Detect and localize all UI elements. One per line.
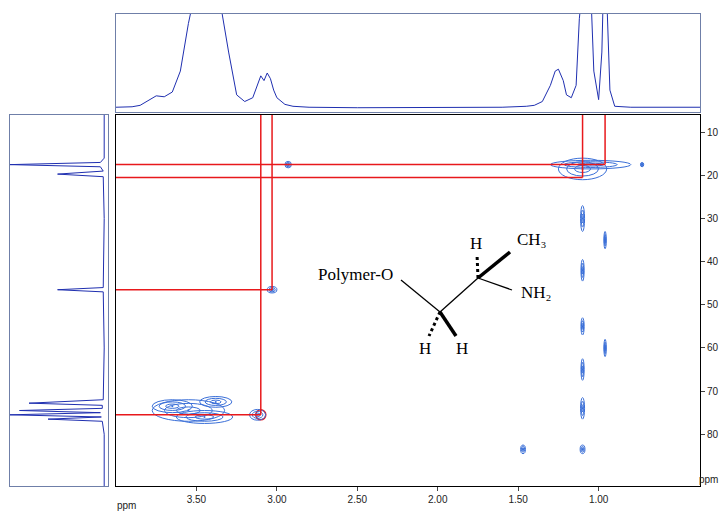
svg-text:3.00: 3.00 — [267, 494, 287, 505]
svg-text:2.00: 2.00 — [428, 494, 448, 505]
svg-text:Polymer-O: Polymer-O — [318, 265, 393, 284]
svg-text:2.50: 2.50 — [348, 494, 368, 505]
svg-text:30: 30 — [707, 213, 719, 224]
svg-text:70: 70 — [707, 386, 719, 397]
svg-text:H: H — [419, 339, 431, 358]
svg-text:ppm: ppm — [117, 500, 136, 511]
svg-text:1.00: 1.00 — [589, 494, 609, 505]
svg-text:H: H — [456, 339, 468, 358]
svg-text:3.50: 3.50 — [187, 494, 207, 505]
svg-text:60: 60 — [707, 342, 719, 353]
svg-text:80: 80 — [707, 429, 719, 440]
svg-text:NH₂: NH₂ — [521, 283, 551, 302]
svg-text:50: 50 — [707, 299, 719, 310]
svg-text:H: H — [470, 234, 482, 253]
svg-text:CH₃: CH₃ — [517, 230, 547, 249]
svg-text:ppm: ppm — [699, 474, 718, 485]
svg-text:20: 20 — [707, 170, 719, 181]
svg-text:1.50: 1.50 — [508, 494, 528, 505]
svg-text:10: 10 — [707, 127, 719, 138]
svg-text:40: 40 — [707, 256, 719, 267]
